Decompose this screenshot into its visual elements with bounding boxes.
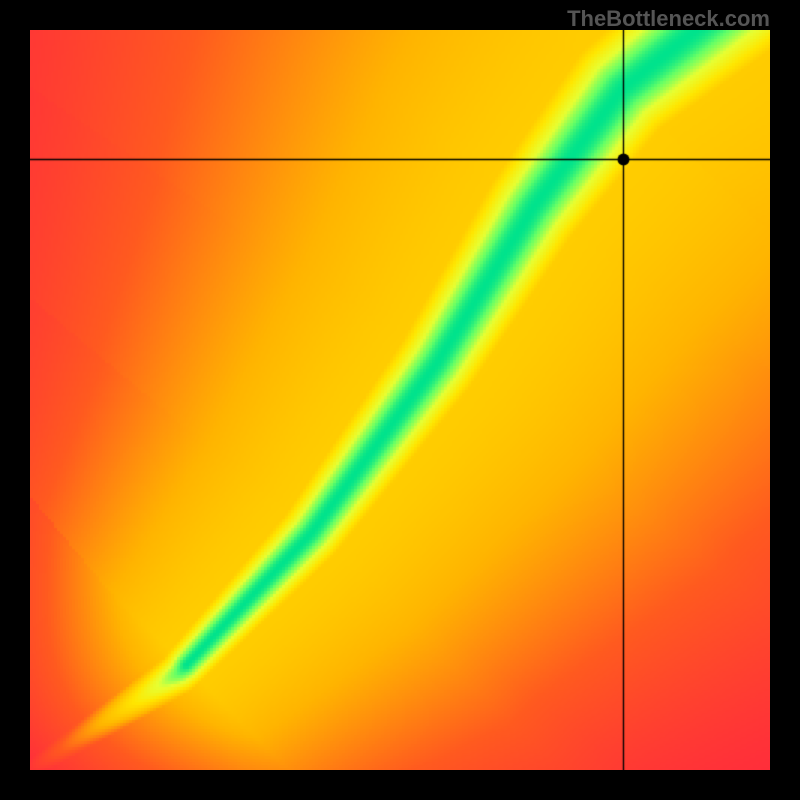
bottleneck-heatmap	[30, 30, 770, 770]
watermark-text: TheBottleneck.com	[567, 6, 770, 32]
chart-container: TheBottleneck.com	[0, 0, 800, 800]
